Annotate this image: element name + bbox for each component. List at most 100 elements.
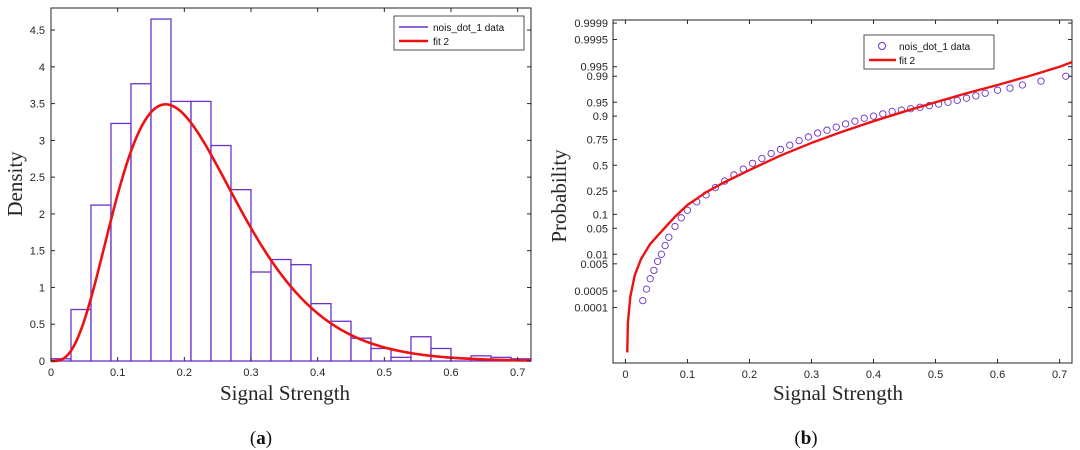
data-point	[879, 110, 887, 118]
y-axis-label-a: Density	[3, 151, 27, 217]
plot-frame-b	[612, 19, 1073, 364]
data-point	[1018, 81, 1027, 89]
data-point	[981, 89, 989, 97]
y-tick-label-0-005: 0.005	[580, 259, 608, 271]
x-tick-label-0: 0	[622, 369, 628, 381]
data-point	[661, 241, 669, 250]
data-point	[671, 222, 679, 231]
data-point	[993, 86, 1002, 94]
data-point	[1006, 84, 1014, 92]
caption-open-b: (	[794, 428, 800, 449]
x-tick-label-0-4: 0.4	[866, 369, 881, 381]
x-tick-label-0-2: 0.2	[177, 367, 192, 379]
y-tick-label-0: 0	[39, 356, 45, 368]
histogram-bar	[290, 264, 312, 362]
y-tick-label-0-01: 0.01	[587, 249, 608, 261]
x-tick-labels-a: 0 0.1 0.2 0.3 0.4 0.5 0.6 0.7	[48, 8, 525, 379]
y-tick-label-4: 4	[39, 62, 45, 74]
caption-b: (b)	[794, 428, 817, 449]
legend-label-data-a: nois_dot_1 data	[433, 23, 505, 34]
x-tick-label-0-7: 0.7	[1052, 369, 1067, 381]
y-tick-label-0-0005: 0.0005	[574, 286, 608, 298]
y-tick-label-1: 1	[39, 282, 45, 294]
caption-close-a: )	[266, 428, 272, 449]
panel-b: 0 0.1 0.2 0.3 0.4 0.5 0.6 0.7 0.0001 0.0005 0.005…	[547, 18, 1073, 449]
data-point	[795, 136, 803, 145]
x-tick-label-0-3: 0.3	[243, 367, 258, 379]
histogram-bar	[230, 188, 252, 362]
legend-label-data-b: nois_dot_1 data	[899, 42, 971, 53]
y-tick-label-2-5: 2.5	[30, 172, 45, 184]
histogram-bar	[330, 320, 352, 362]
data-point	[657, 250, 666, 258]
legend-a: nois_dot_1 data fit 2	[393, 15, 525, 51]
histogram-bar	[250, 271, 272, 362]
caption-open-a: (	[250, 428, 256, 449]
caption-letter-a: a	[256, 428, 266, 449]
histogram-bar	[210, 144, 232, 362]
data-point	[860, 114, 868, 122]
y-tick-label-4-5: 4.5	[30, 25, 45, 37]
data-point	[851, 117, 859, 125]
data-point	[776, 145, 785, 154]
legend-label-fit-a: fit 2	[433, 37, 450, 48]
data-point	[642, 285, 651, 293]
y-tick-label-0-95: 0.95	[587, 97, 608, 109]
histogram-bar	[310, 302, 332, 362]
caption-close-b: )	[811, 428, 817, 449]
y-tick-label-3: 3	[39, 135, 45, 147]
x-axis-label-a: Signal Strength	[220, 381, 351, 405]
fit-curve-b	[626, 60, 1073, 353]
data-point	[683, 206, 692, 214]
histogram-bar	[150, 18, 172, 362]
histogram-bars	[50, 18, 532, 362]
data-point	[869, 112, 878, 120]
x-tick-label-0-1: 0.1	[110, 367, 125, 379]
data-point	[841, 120, 850, 128]
data-point	[962, 94, 971, 102]
data-point	[832, 123, 840, 131]
y-tick-label-0-05: 0.05	[587, 223, 608, 235]
data-point	[767, 149, 775, 158]
data-point	[758, 154, 766, 163]
x-tick-label-0-7: 0.7	[510, 367, 525, 379]
data-point	[639, 296, 647, 305]
legend-marker-data-b	[878, 42, 886, 50]
y-tick-label-0-995: 0.995	[580, 62, 608, 74]
data-point	[711, 183, 719, 192]
y-tick-label-1-5: 1.5	[30, 246, 45, 258]
histogram-bar	[70, 308, 92, 362]
x-axis-label-b: Signal Strength	[773, 381, 904, 405]
y-tick-label-0-25: 0.25	[587, 186, 608, 198]
y-tick-label-0-99: 0.99	[587, 71, 608, 83]
y-tick-label-0-9995: 0.9995	[574, 34, 608, 46]
y-tick-label-2: 2	[39, 209, 45, 221]
y-tick-label-0-0001: 0.0001	[574, 302, 608, 314]
data-point	[665, 233, 673, 241]
histogram-bar	[410, 336, 432, 362]
probability-data-points	[639, 72, 1070, 305]
data-point	[823, 126, 831, 134]
y-tick-labels-a: 0 0.5 1 1.5 2 2.5 3 3.5 4 4.5	[30, 25, 531, 368]
data-point	[1037, 77, 1045, 85]
y-tick-label-0-9: 0.9	[593, 111, 608, 123]
data-point	[972, 92, 980, 100]
y-tick-label-0-75: 0.75	[587, 134, 608, 146]
data-point	[646, 275, 654, 283]
legend-b: nois_dot_1 data fit 2	[863, 34, 995, 70]
x-tick-label-0-6: 0.6	[990, 369, 1005, 381]
x-tick-label-0-4: 0.4	[310, 367, 325, 379]
data-point	[814, 129, 822, 137]
x-tick-labels-b: 0 0.1 0.2 0.3 0.4 0.5 0.6 0.7	[622, 20, 1067, 381]
y-tick-label-0-5: 0.5	[593, 160, 608, 172]
histogram-bar	[390, 356, 412, 362]
histogram-bar	[430, 347, 452, 362]
y-tick-label-0-1: 0.1	[593, 209, 608, 221]
x-tick-label-0-3: 0.3	[804, 369, 819, 381]
data-point	[953, 96, 961, 104]
x-tick-label-0: 0	[48, 367, 54, 379]
histogram-bar	[190, 100, 212, 362]
caption-a: (a)	[250, 428, 272, 449]
